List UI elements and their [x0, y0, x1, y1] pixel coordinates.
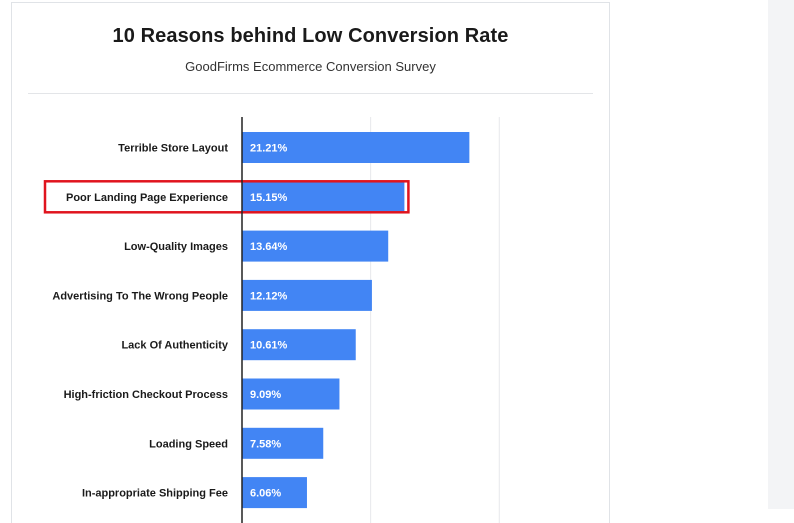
bar-poor-landing-page-experience	[242, 181, 405, 213]
category-label-high-friction-checkout-process: High-friction Checkout Process	[64, 389, 228, 401]
data-label-advertising-to-the-wrong-people: 12.12%	[250, 290, 288, 302]
chart-title: 10 Reasons behind Low Conversion Rate	[112, 25, 509, 47]
bar-low-quality-images	[242, 230, 389, 262]
data-label-loading-speed: 7.58%	[250, 438, 281, 450]
category-label-lack-of-authenticity: Lack Of Authenticity	[121, 340, 228, 352]
data-label-poor-landing-page-experience: 15.15%	[250, 192, 288, 204]
category-label-in-appropriate-shipping-fee: In-appropriate Shipping Fee	[82, 488, 228, 500]
bar-loading-speed	[242, 427, 324, 459]
data-label-terrible-store-layout: 21.21%	[250, 143, 288, 155]
data-label-in-appropriate-shipping-fee: 6.06%	[250, 488, 281, 500]
title-divider	[28, 93, 593, 94]
side-panel	[768, 0, 794, 509]
chart-card: 10 Reasons behind Low Conversion Rate Go…	[11, 2, 610, 523]
category-label-loading-speed: Loading Speed	[149, 438, 228, 450]
highlight-box	[43, 180, 410, 214]
bar-terrible-store-layout	[242, 132, 470, 163]
category-label-advertising-to-the-wrong-people: Advertising To The Wrong People	[52, 290, 228, 302]
category-label-poor-landing-page-experience: Poor Landing Page Experience	[66, 192, 228, 204]
chart-subtitle: GoodFirms Ecommerce Conversion Survey	[185, 59, 436, 74]
data-label-lack-of-authenticity: 10.61%	[250, 340, 288, 352]
bar-chart-plot: 21.21% Terrible Store Layout 15.15% Poor La…	[43, 117, 500, 523]
data-label-high-friction-checkout-process: 9.09%	[250, 389, 281, 401]
bar-advertising-to-the-wrong-people	[242, 279, 372, 311]
bar-lack-of-authenticity	[242, 329, 356, 361]
bar-in-appropriate-shipping-fee	[242, 477, 307, 509]
category-label-low-quality-images: Low-Quality Images	[124, 241, 228, 253]
bar-high-friction-checkout-process	[242, 378, 340, 410]
data-label-low-quality-images: 13.64%	[250, 241, 288, 253]
category-label-terrible-store-layout: Terrible Store Layout	[118, 143, 228, 155]
